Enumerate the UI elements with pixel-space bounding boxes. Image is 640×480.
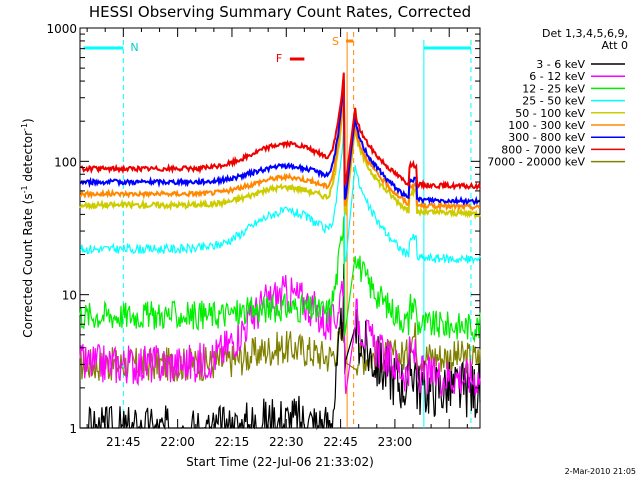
legend-entry-label: 300 - 800 keV [508,131,585,144]
legend-entry-label: 50 - 100 keV [515,107,585,120]
y-axis-ticks: 1 10 100 1000 [46,22,480,436]
chart-title: HESSI Observing Summary Count Rates, Cor… [89,3,471,21]
legend-entry-label: 7000 - 20000 keV [487,156,585,169]
series-line [79,124,481,265]
series-line [79,216,481,343]
night-label: N [130,41,138,54]
y-tick-label: 1000 [46,22,77,36]
plot-area: N F S 21:45 22:00 22:15 22:30 22:45 23:00 1 10 10… [46,22,481,449]
legend-header-attenuator: Att 0 [602,39,628,52]
legend-entry-label: 25 - 50 keV [522,95,585,108]
series-line [79,80,481,207]
footer-timestamp: 2-Mar-2010 21:05 [565,467,636,476]
series-line [79,88,481,212]
y-tick-label: 10 [62,289,77,303]
y-axis-label: Corrected Count Rate (s-1 detector-1) [20,118,35,337]
x-axis-label: Start Time (22-Jul-06 21:33:02) [186,455,374,469]
x-tick-label: 22:45 [323,435,358,449]
legend-header-detectors: Det 1,3,4,5,6,9, [542,27,628,40]
y-tick-label: 1 [69,422,77,436]
legend-entry-label: 100 - 300 keV [508,119,585,132]
legend-entry-label: 6 - 12 keV [529,70,585,83]
x-axis-ticks: 21:45 22:00 22:15 22:30 22:45 23:00 [86,28,468,449]
legend-entry-label: 800 - 7000 keV [501,143,585,156]
x-tick-label: 23:00 [378,435,413,449]
series-lines [79,72,481,431]
x-tick-label: 22:00 [160,435,195,449]
x-tick-label: 21:45 [106,435,141,449]
series-line [79,72,481,191]
flare-flag-label: F [276,52,282,65]
x-tick-label: 22:15 [215,435,250,449]
series-line [80,263,481,431]
legend-entry-label: 12 - 25 keV [522,82,585,95]
saa-flag-label: S [332,35,339,48]
series-line [79,94,481,221]
series-line [79,274,481,397]
y-tick-label: 100 [54,155,77,169]
legend-entry-label: 3 - 6 keV [536,58,585,71]
x-tick-label: 22:30 [269,435,304,449]
